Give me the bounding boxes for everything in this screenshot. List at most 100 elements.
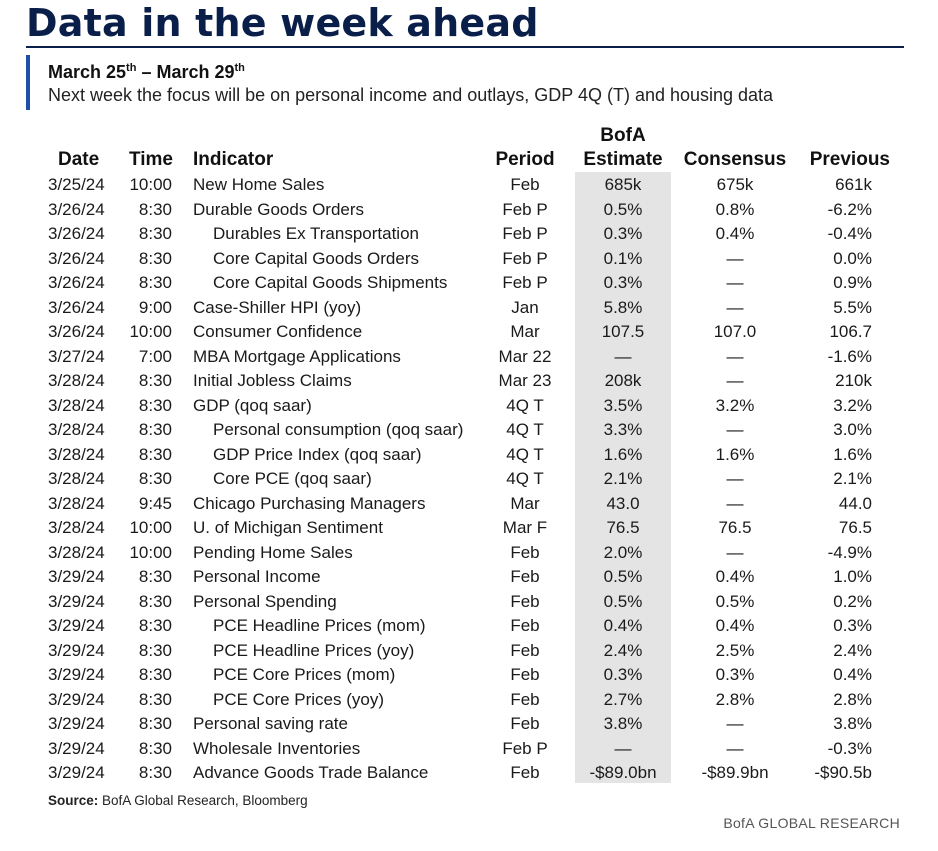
row-indicator: PCE Core Prices (mom) [213, 665, 396, 684]
row-time: 8:30 [138, 616, 172, 635]
subtitle: Next week the focus will be on personal … [48, 85, 774, 105]
row-date: 3/29/24 [48, 640, 105, 660]
row-consensus: -$89.9bn [701, 763, 769, 782]
row-bofa-estimate: 43.0 [606, 493, 640, 513]
row-period: Mar 23 [498, 371, 552, 390]
row-bofa-estimate: 208k [604, 371, 642, 390]
row-bofa-estimate: 0.1% [603, 248, 643, 268]
row-indicator: GDP (qoq saar) [193, 395, 312, 415]
row-bofa-estimate: 0.5% [603, 567, 643, 586]
col-header-consensus: Consensus [683, 149, 787, 170]
row-date: 3/28/24 [48, 518, 105, 537]
row-indicator: Case-Shiller HPI (yoy) [193, 297, 362, 317]
row-previous: -6.2% [827, 199, 872, 219]
row-indicator: Core PCE (qoq saar) [213, 469, 372, 488]
row-date: 3/28/24 [48, 542, 105, 562]
row-period: Mar [510, 322, 540, 341]
row-indicator: PCE Headline Prices (yoy) [213, 640, 415, 660]
col-header-indicator: Indicator [193, 149, 274, 170]
table-row: 3/26/24 8:30 Core Capital Goods Shipments F… [0, 271, 938, 296]
row-date: 3/25/24 [48, 175, 105, 194]
row-time: 8:30 [138, 273, 172, 292]
row-time: 8:30 [138, 224, 172, 243]
row-indicator: MBA Mortgage Applications [193, 346, 401, 366]
row-bofa-estimate: 76.5 [606, 518, 640, 537]
row-date: 3/28/24 [48, 420, 105, 439]
row-period: Feb P [502, 738, 548, 758]
row-date: 3/28/24 [48, 493, 105, 513]
row-period: Feb [510, 591, 540, 611]
row-consensus: — [726, 420, 744, 439]
row-indicator: Durables Ex Transportation [213, 224, 419, 243]
table-row: 3/28/24 8:30 GDP (qoq saar) 4Q T 3.5% 3.2% 3.2… [0, 394, 938, 419]
row-bofa-estimate: 2.4% [603, 640, 643, 660]
date-from-suffix: th [126, 62, 137, 74]
table-row: 3/25/24 10:00 New Home Sales Feb 685k 675k 661… [0, 173, 938, 198]
row-bofa-estimate: 3.5% [603, 395, 643, 415]
table-row: 3/28/24 8:30 Personal consumption (qoq saa… [0, 418, 938, 443]
row-previous: 0.3% [833, 616, 872, 635]
row-date: 3/28/24 [48, 469, 105, 488]
row-consensus: — [726, 469, 744, 488]
col-header-period: Period [495, 149, 555, 170]
row-indicator: Core Capital Goods Shipments [213, 273, 448, 292]
row-consensus: 0.4% [715, 567, 755, 586]
table-row: 3/26/24 9:00 Case-Shiller HPI (yoy) Jan 5.8%… [0, 296, 938, 321]
table-row: 3/27/24 7:00 MBA Mortgage Applications Mar … [0, 345, 938, 370]
table-row: 3/26/24 10:00 Consumer Confidence Mar 107.5 1… [0, 320, 938, 345]
row-previous: 210k [835, 371, 872, 390]
row-previous: 76.5 [838, 518, 872, 537]
table-row: 3/26/24 8:30 Durables Ex Transportation Feb… [0, 222, 938, 247]
row-time: 8:30 [138, 395, 172, 415]
row-consensus: 76.5 [718, 518, 752, 537]
row-consensus: 1.6% [715, 444, 755, 464]
row-consensus: 0.4% [715, 616, 755, 635]
col-header-date: Date [58, 149, 100, 170]
source-label: Source: [48, 793, 99, 808]
table-row: 3/28/24 10:00 Pending Home Sales Feb 2.0% — -4… [0, 541, 938, 566]
row-time: 8:30 [138, 567, 172, 586]
row-consensus: 2.8% [715, 689, 755, 709]
row-period: Feb P [502, 273, 548, 292]
row-period: Jan [511, 297, 539, 317]
row-bofa-estimate: 2.1% [603, 469, 643, 488]
row-bofa-estimate: 0.3% [603, 273, 643, 292]
row-date: 3/29/24 [48, 763, 105, 782]
row-previous: 106.7 [829, 322, 872, 341]
row-indicator: Pending Home Sales [193, 542, 353, 562]
row-time: 8:30 [138, 714, 172, 733]
row-period: Mar F [502, 518, 548, 537]
date-from: March 25 [48, 62, 127, 82]
row-consensus: — [726, 738, 744, 758]
row-bofa-estimate: 0.5% [603, 199, 643, 219]
row-period: Mar 22 [498, 346, 552, 366]
row-indicator: U. of Michigan Sentiment [193, 518, 383, 537]
row-previous: 0.4% [833, 665, 872, 684]
row-previous: 1.0% [833, 567, 872, 586]
row-consensus: 0.4% [715, 224, 755, 243]
row-consensus: — [726, 346, 744, 366]
row-previous: 3.0% [833, 420, 872, 439]
row-date: 3/29/24 [48, 567, 105, 586]
table-row: 3/29/24 8:30 Wholesale Inventories Feb P — — -… [0, 737, 938, 762]
table-row: 3/26/24 8:30 Durable Goods Orders Feb P 0.5%… [0, 198, 938, 223]
row-bofa-estimate: 685k [604, 175, 642, 194]
row-consensus: 2.5% [715, 640, 755, 660]
row-indicator: PCE Headline Prices (mom) [213, 616, 426, 635]
row-time: 9:45 [138, 493, 172, 513]
row-period: 4Q T [506, 395, 544, 415]
row-time: 8:30 [138, 689, 172, 709]
row-consensus: — [726, 273, 744, 292]
brand-footer: BofA GLOBAL RESEARCH [723, 815, 900, 831]
row-period: Mar [510, 493, 540, 513]
row-indicator: Personal consumption (qoq saar) [213, 420, 464, 439]
row-indicator: PCE Core Prices (yoy) [213, 689, 384, 709]
page-title: Data in the week ahead [26, 1, 539, 45]
row-consensus: — [726, 542, 744, 562]
row-bofa-estimate: 5.8% [603, 297, 643, 317]
row-consensus: — [726, 297, 744, 317]
row-indicator: Advance Goods Trade Balance [193, 763, 429, 782]
date-to: March 29 [156, 62, 235, 82]
row-time: 8:30 [138, 248, 172, 268]
row-date: 3/26/24 [48, 248, 105, 268]
